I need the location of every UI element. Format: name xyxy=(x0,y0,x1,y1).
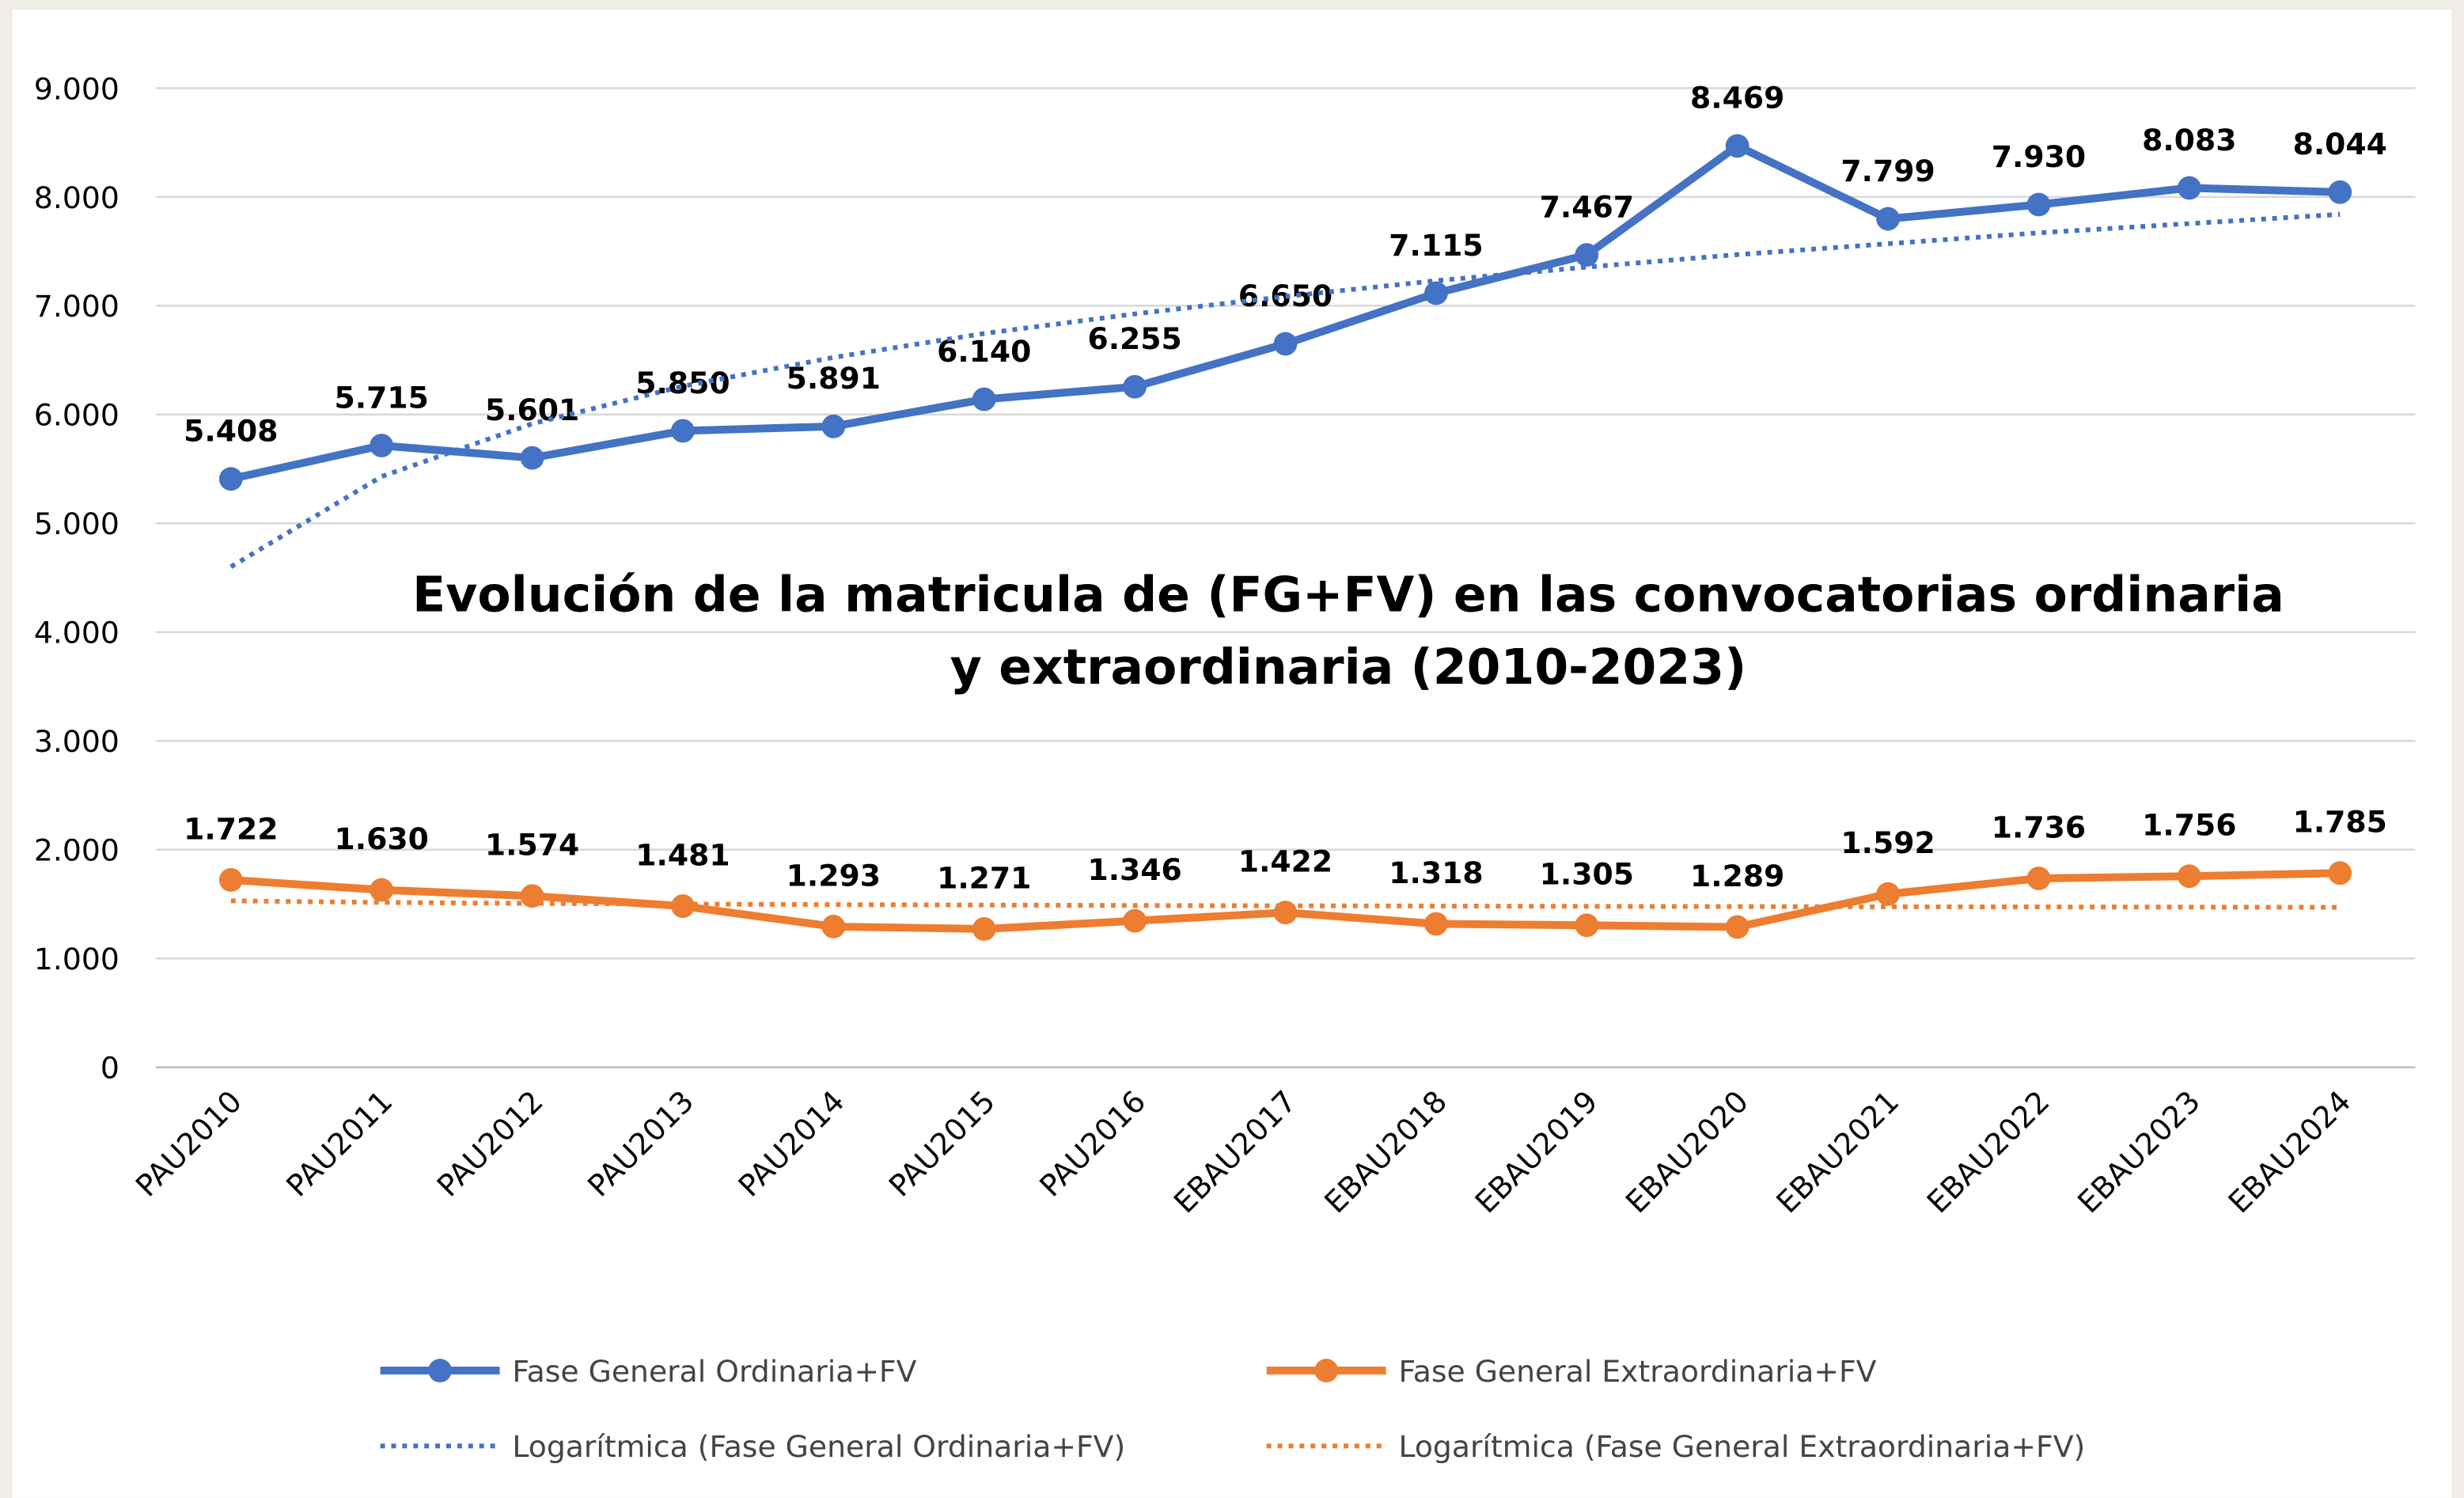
data-point xyxy=(821,915,846,939)
data-label: 1.785 xyxy=(2293,805,2387,840)
data-label: 1.271 xyxy=(937,860,1031,895)
title-box: Evolución de la matricula de (FG+FV) en … xyxy=(412,567,2284,696)
data-label: 8.044 xyxy=(2293,127,2387,161)
legend-label: Logarítmica (Fase General Ordinaria+FV) xyxy=(512,1429,1125,1464)
data-label: 1.630 xyxy=(335,821,429,856)
legend-label: Fase General Extraordinaria+FV xyxy=(1399,1354,1877,1389)
data-label: 7.467 xyxy=(1540,189,1634,224)
data-point xyxy=(2177,864,2201,889)
chart-title: Evolución de la matricula de (FG+FV) en … xyxy=(412,567,2284,696)
data-label: 5.715 xyxy=(335,380,429,415)
data-point xyxy=(520,884,544,908)
data-point xyxy=(218,868,243,892)
y-tick-label: 1.000 xyxy=(34,942,119,977)
y-tick-label: 5.000 xyxy=(34,506,119,541)
data-point xyxy=(2026,192,2051,217)
data-point xyxy=(671,419,695,443)
data-point xyxy=(972,387,996,411)
data-label: 5.850 xyxy=(635,366,730,400)
data-point xyxy=(1123,908,1147,933)
data-point xyxy=(1876,207,1900,231)
data-label: 1.756 xyxy=(2142,808,2236,843)
legend-marker xyxy=(428,1359,452,1382)
data-point xyxy=(2328,180,2352,204)
data-point xyxy=(821,414,846,438)
data-label: 1.736 xyxy=(1992,810,2086,844)
data-label: 6.255 xyxy=(1087,321,1181,356)
y-tick-label: 4.000 xyxy=(34,616,119,650)
y-tick-label: 8.000 xyxy=(34,180,119,215)
data-label: 1.722 xyxy=(184,811,278,846)
data-label: 1.293 xyxy=(787,858,881,893)
data-label: 1.305 xyxy=(1540,857,1634,892)
data-point xyxy=(2026,867,2051,890)
data-label: 5.891 xyxy=(787,361,881,396)
data-label: 8.469 xyxy=(1690,81,1784,116)
data-label: 1.318 xyxy=(1389,855,1483,890)
y-tick-label: 7.000 xyxy=(34,289,119,324)
data-point xyxy=(1725,915,1749,939)
y-tick-label: 6.000 xyxy=(34,398,119,433)
data-label: 1.289 xyxy=(1690,859,1784,893)
data-point xyxy=(1575,243,1599,267)
y-tick-label: 9.000 xyxy=(34,71,119,106)
data-point xyxy=(1424,912,1448,936)
data-point xyxy=(972,917,996,941)
data-point xyxy=(1876,882,1900,906)
data-label: 1.422 xyxy=(1238,844,1332,879)
legend-label: Fase General Ordinaria+FV xyxy=(512,1354,916,1389)
y-tick-label: 2.000 xyxy=(34,833,119,868)
data-point xyxy=(218,467,243,491)
data-label: 1.574 xyxy=(485,828,579,863)
data-label: 7.799 xyxy=(1840,154,1935,188)
data-label: 7.930 xyxy=(1992,139,2086,174)
data-label: 5.408 xyxy=(184,414,278,449)
data-point xyxy=(1424,281,1448,305)
data-point xyxy=(2177,176,2201,200)
data-point xyxy=(1123,374,1147,399)
data-point xyxy=(1273,332,1298,356)
legend-marker xyxy=(1314,1359,1339,1382)
data-point xyxy=(1575,913,1599,938)
data-label: 1.481 xyxy=(635,837,730,872)
data-label: 5.601 xyxy=(485,393,579,427)
data-label: 6.140 xyxy=(937,334,1031,369)
series-line xyxy=(229,211,2341,569)
legend-label: Logarítmica (Fase General Extraordinaria… xyxy=(1399,1429,2086,1464)
chart-area xyxy=(12,9,2452,1498)
data-label: 8.083 xyxy=(2142,123,2236,157)
y-tick-label: 3.000 xyxy=(34,724,119,759)
data-label: 1.346 xyxy=(1087,852,1181,887)
data-point xyxy=(520,446,544,470)
y-tick-label: 0 xyxy=(100,1051,119,1086)
data-label: 7.115 xyxy=(1389,228,1483,263)
data-point xyxy=(2328,861,2352,886)
data-label: 1.592 xyxy=(1840,825,1935,860)
data-point xyxy=(370,434,394,457)
data-point xyxy=(1725,134,1749,158)
data-point xyxy=(370,878,394,902)
